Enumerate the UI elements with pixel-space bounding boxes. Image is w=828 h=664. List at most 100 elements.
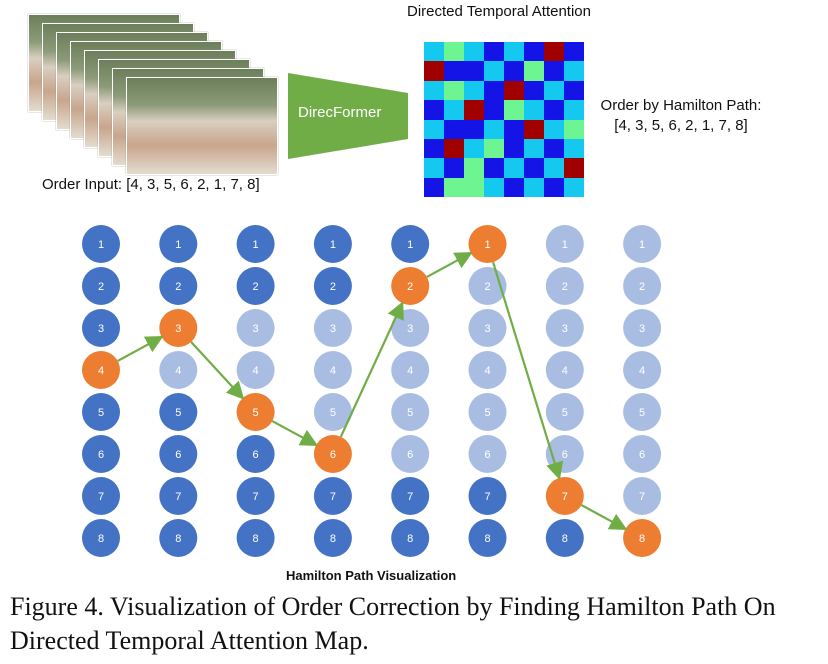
- graph-node: [623, 435, 662, 473]
- graph-node: [468, 435, 507, 473]
- graph-node-label: 8: [484, 533, 490, 545]
- graph-node: [313, 519, 352, 557]
- graph-node: [159, 393, 198, 431]
- graph-node-label: 1: [175, 239, 181, 251]
- attention-cell: [484, 158, 504, 178]
- attention-cell: [444, 80, 464, 101]
- graph-node: [82, 267, 120, 305]
- graph-node: [313, 267, 352, 305]
- attention-cell: [504, 177, 524, 197]
- graph-node: [313, 351, 352, 389]
- graph-node: [236, 519, 275, 557]
- graph-node-label: 5: [330, 407, 336, 419]
- graph-node: [236, 267, 275, 305]
- path-node-selected: [391, 267, 430, 305]
- graph-node-label: 5: [407, 407, 413, 419]
- attention-cell: [544, 119, 564, 139]
- graph-node-label: 8: [407, 533, 413, 545]
- graph-node-label: 5: [175, 407, 181, 419]
- graph-node-label: 1: [562, 239, 568, 251]
- attention-cell: [464, 138, 484, 159]
- video-frame-stack: [18, 8, 288, 178]
- graph-node: [468, 519, 507, 557]
- attention-cell: [484, 80, 504, 101]
- graph-node-label: 6: [484, 449, 490, 461]
- attention-cell: [444, 138, 464, 159]
- graph-node-label: 7: [175, 491, 181, 503]
- direcformer-block: [288, 73, 408, 159]
- attention-cell: [544, 100, 564, 120]
- graph-node-label: 8: [175, 533, 181, 545]
- graph-node: [623, 309, 662, 347]
- graph-node: [313, 225, 352, 263]
- attention-cell: [524, 177, 544, 197]
- attention-cell: [424, 119, 444, 139]
- graph-node-label: 6: [330, 449, 336, 461]
- graph-node-label: 1: [484, 239, 490, 251]
- attention-cell: [564, 119, 584, 139]
- graph-node-label: 6: [98, 449, 104, 461]
- graph-node: [159, 267, 198, 305]
- attention-cell: [424, 138, 444, 159]
- graph-node: [236, 225, 275, 263]
- graph-node: [468, 393, 507, 431]
- attention-cell: [524, 138, 544, 159]
- hamilton-order-value: [4, 3, 5, 6, 2, 1, 7, 8]: [614, 117, 748, 134]
- graph-node-label: 1: [407, 239, 413, 251]
- attention-cell: [524, 80, 544, 101]
- graph-node-label: 7: [407, 491, 413, 503]
- attention-cell: [504, 158, 524, 178]
- attention-cell: [484, 177, 504, 197]
- graph-node-label: 6: [253, 449, 259, 461]
- attention-cell: [564, 61, 584, 81]
- attention-cell: [464, 100, 484, 120]
- direcformer-label: DirecFormer: [298, 104, 382, 121]
- graph-node: [545, 267, 584, 305]
- attention-cell: [424, 61, 444, 81]
- graph-node: [545, 225, 584, 263]
- graph-node-label: 3: [253, 323, 259, 335]
- attention-cell: [504, 61, 524, 81]
- graph-node-label: 6: [562, 449, 568, 461]
- graph-node-label: 2: [330, 281, 336, 293]
- graph-node: [545, 519, 584, 557]
- graph-node: [623, 267, 662, 305]
- graph-node: [545, 309, 584, 347]
- attention-cell: [484, 138, 504, 159]
- graph-node: [159, 225, 198, 263]
- attention-cell: [544, 80, 564, 101]
- graph-node-label: 4: [407, 365, 413, 377]
- path-node-selected: [159, 309, 198, 347]
- attention-cell: [504, 80, 524, 101]
- graph-node-label: 3: [562, 323, 568, 335]
- attention-cell: [564, 138, 584, 159]
- path-arrow: [190, 341, 245, 400]
- attention-cell: [444, 42, 464, 62]
- attention-cell: [524, 158, 544, 178]
- attention-cell: [564, 100, 584, 120]
- graph-node: [545, 393, 584, 431]
- graph-node: [623, 393, 662, 431]
- graph-node-label: 4: [639, 365, 645, 377]
- attention-cell: [544, 138, 564, 159]
- graph-node: [391, 519, 430, 557]
- graph-node-label: 1: [98, 239, 104, 251]
- attention-cell: [424, 158, 444, 178]
- attention-cell: [464, 177, 484, 197]
- graph-node-label: 3: [175, 323, 181, 335]
- graph-node-label: 4: [330, 365, 336, 377]
- attention-map: [424, 42, 584, 197]
- graph-node: [159, 435, 198, 473]
- graph-node-label: 6: [175, 449, 181, 461]
- attention-cell: [464, 119, 484, 139]
- attention-cell: [564, 80, 584, 101]
- graph-node-label: 3: [639, 323, 645, 335]
- attention-cell: [564, 158, 584, 178]
- graph-node: [391, 225, 430, 263]
- path-node-selected: [82, 351, 120, 389]
- graph-node: [623, 225, 662, 263]
- graph-node-label: 8: [253, 533, 259, 545]
- attention-cell: [544, 177, 564, 197]
- attention-cell: [504, 138, 524, 159]
- attention-cell: [544, 61, 564, 81]
